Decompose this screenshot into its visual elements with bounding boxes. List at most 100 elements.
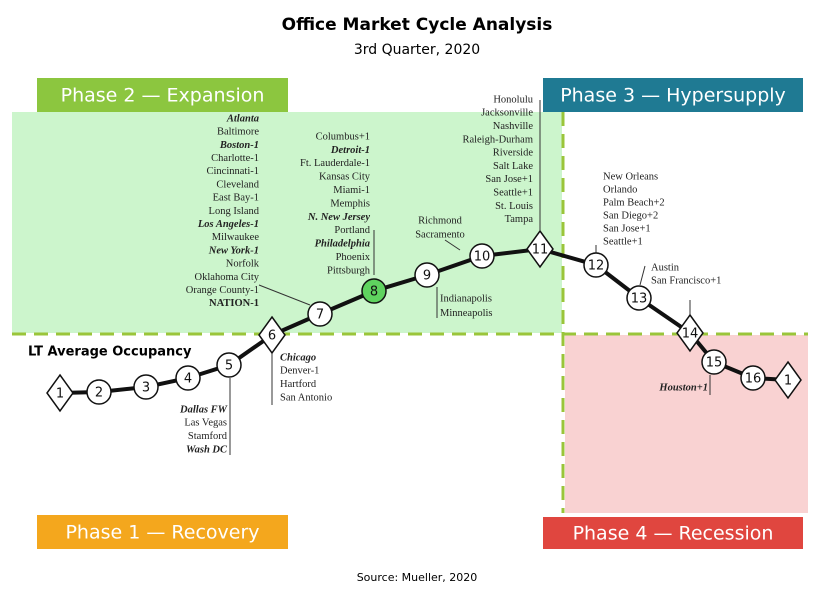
city-label: Seattle+1 xyxy=(603,236,643,247)
node-diamond xyxy=(46,373,74,413)
city-label: Indianapolis xyxy=(440,293,492,304)
node-diamond xyxy=(526,229,554,269)
node-label: 1 xyxy=(56,387,64,402)
city-label: Seattle+1 xyxy=(493,188,533,199)
city-label: Richmond xyxy=(418,215,462,226)
node-circle xyxy=(583,252,609,278)
node-circle xyxy=(626,285,652,311)
node-label: 15 xyxy=(706,356,723,371)
source: Source: Mueller, 2020 xyxy=(357,571,478,584)
node-diamond xyxy=(258,315,286,355)
city-label: Nashville xyxy=(493,121,534,132)
city-label: Stamford xyxy=(188,431,228,442)
city-label: Hartford xyxy=(280,379,317,390)
city-label: Atlanta xyxy=(226,113,259,124)
city-label: New Orleans xyxy=(603,171,658,182)
lt-label: LT Average Occupancy xyxy=(28,345,192,360)
phase-label: Phase 3 — Hypersupply xyxy=(560,85,786,107)
city-label: Honolulu xyxy=(493,94,533,105)
city-label: Kansas City xyxy=(319,172,371,183)
node-label: 13 xyxy=(631,292,648,307)
node-label: 4 xyxy=(184,372,192,387)
phase-box xyxy=(37,515,288,549)
city-label: Long Island xyxy=(209,206,260,217)
node-circle xyxy=(133,374,159,400)
city-label: Wash DC xyxy=(186,444,228,455)
city-label: Milwaukee xyxy=(212,232,260,243)
title: Office Market Cycle Analysis xyxy=(282,15,553,35)
city-label: San Diego+2 xyxy=(603,210,658,221)
city-label: Orlando xyxy=(603,184,637,195)
node-label: 12 xyxy=(588,259,605,274)
node-circle xyxy=(469,243,495,269)
node-label: 2 xyxy=(95,386,103,401)
city-label: Detroit-1 xyxy=(330,145,370,156)
city-label: Ft. Lauderdale-1 xyxy=(300,158,370,169)
city-label: Boston-1 xyxy=(219,140,259,151)
city-label: Denver-1 xyxy=(280,366,319,377)
pointer xyxy=(258,284,311,306)
city-label: Minneapolis xyxy=(440,308,493,319)
city-label: Chicago xyxy=(280,352,316,363)
city-label: Norfolk xyxy=(226,259,260,270)
city-label: Cleveland xyxy=(216,179,259,190)
city-label: Pittsburgh xyxy=(327,265,371,276)
node-diamond xyxy=(676,313,704,353)
subtitle: 3rd Quarter, 2020 xyxy=(354,42,480,58)
city-label: Charlotte-1 xyxy=(211,153,259,164)
city-label: Sacramento xyxy=(415,229,465,240)
node-circle xyxy=(740,365,766,391)
city-label: Miami-1 xyxy=(333,185,370,196)
phase-box xyxy=(37,78,288,112)
city-label: Raleigh-Durham xyxy=(462,134,533,145)
city-label: San Jose+1 xyxy=(603,223,651,234)
phase-box xyxy=(543,78,803,112)
city-label: Columbus+1 xyxy=(316,131,370,142)
node-circle xyxy=(307,301,333,327)
recession-zone xyxy=(565,335,808,513)
city-label: San Antonio xyxy=(280,392,332,403)
city-label: Cincinnati-1 xyxy=(207,166,260,177)
city-label: Baltimore xyxy=(217,127,259,138)
node-circle xyxy=(86,379,112,405)
city-label: East Bay-1 xyxy=(213,193,259,204)
city-label: Memphis xyxy=(330,198,370,209)
city-label: Las Vegas xyxy=(184,418,227,429)
city-label: Phoenix xyxy=(336,252,371,263)
node-label: 1 xyxy=(784,374,792,389)
city-label: Tampa xyxy=(505,214,534,225)
city-label: Los Angeles-1 xyxy=(197,219,259,230)
node-circle xyxy=(175,365,201,391)
node-label: 7 xyxy=(316,308,324,323)
node-circle xyxy=(701,349,727,375)
node-label: 11 xyxy=(532,243,549,258)
city-label: Riverside xyxy=(493,148,534,159)
city-label: Oklahoma City xyxy=(195,272,260,283)
phase-label: Phase 4 — Recession xyxy=(573,523,774,545)
city-label: Jacksonville xyxy=(481,108,533,119)
node-label: 5 xyxy=(225,359,233,374)
city-label: Salt Lake xyxy=(493,161,533,172)
node-diamond xyxy=(774,360,802,400)
city-label: Philadelphia xyxy=(315,239,370,250)
city-label: San Francisco+1 xyxy=(651,275,721,286)
node-label: 8 xyxy=(370,285,378,300)
node-label: 3 xyxy=(142,381,150,396)
node-label: 10 xyxy=(474,250,491,265)
city-label: New York-1 xyxy=(208,245,259,256)
node-label: 6 xyxy=(268,329,276,344)
phase-label: Phase 1 — Recovery xyxy=(65,522,259,544)
node-label: 9 xyxy=(423,269,431,284)
phase-label: Phase 2 — Expansion xyxy=(61,85,265,107)
city-label: Portland xyxy=(334,225,370,236)
node-label: 14 xyxy=(682,327,699,342)
city-label: Houston+1 xyxy=(658,382,708,393)
city-label: Palm Beach+2 xyxy=(603,197,665,208)
city-label: San Jose+1 xyxy=(485,174,533,185)
pointer xyxy=(444,239,461,251)
pointer xyxy=(639,265,646,286)
node-circle xyxy=(361,278,387,304)
city-label: Orange County-1 xyxy=(186,285,259,296)
node-circle xyxy=(414,262,440,288)
